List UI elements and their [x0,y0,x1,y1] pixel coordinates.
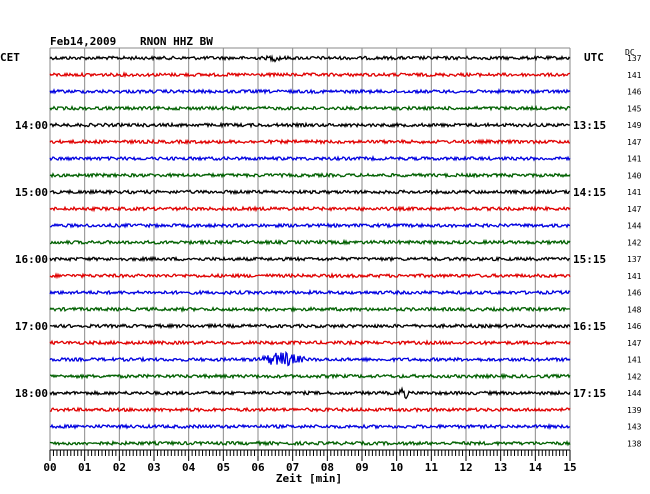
axis-labels: 00 01 02 03 04 05 06 07 08 09 10 11 12 13 14 15 137 141 14… [15,54,642,474]
trace-row [49,71,571,79]
dc-value: 139 [627,406,642,415]
trace-row [49,339,571,347]
x-tick-label: 07 [286,461,299,474]
x-tick-label: 06 [251,461,265,474]
x-tick-label: 03 [147,461,160,474]
dc-value: 141 [627,155,642,164]
trace-row [49,422,571,431]
x-tick-label: 09 [355,461,368,474]
x-tick-label: 13 [494,461,507,474]
dc-value: 141 [627,71,642,80]
dc-header-label: DC [625,48,635,57]
dc-value: 141 [627,272,642,281]
trace-row [49,372,571,380]
hour-label-left: 14:00 [15,119,48,132]
hour-label-left: 15:00 [15,186,48,199]
hour-label-right: 17:15 [573,387,606,400]
dc-value: 144 [627,389,642,398]
hour-label-left: 17:00 [15,320,48,333]
header-date: Feb14,2009 [50,35,116,48]
dc-value: 146 [627,322,642,331]
trace-row [49,322,571,330]
dc-value: 140 [627,171,642,180]
dc-value: 137 [627,54,642,63]
hour-label-left: 16:00 [15,253,48,266]
right-timezone-label: UTC [584,51,604,64]
trace-row [49,138,571,146]
trace-row [49,104,571,112]
trace-row [49,406,571,414]
x-tick-label: 01 [78,461,92,474]
x-tick-label: 05 [217,461,230,474]
dc-value: 146 [627,88,642,97]
dc-value: 146 [627,289,642,298]
x-tick-label: 15 [563,461,576,474]
trace-row [49,238,571,246]
dc-value: 137 [627,255,642,264]
x-tick-label: 12 [459,461,472,474]
dc-value: 149 [627,121,642,130]
dc-value: 147 [627,205,642,214]
dc-value: 142 [627,372,642,381]
trace-row [49,205,571,213]
x-axis-label: Zeit [min] [276,472,342,485]
seismic-traces [49,54,571,447]
dc-value: 141 [627,188,642,197]
trace-row [49,222,571,229]
trace-row [49,171,571,179]
x-tick-label: 10 [390,461,403,474]
left-timezone-label: CET [0,51,20,64]
dc-value: 138 [627,439,642,448]
trace-row [49,88,571,95]
dc-value: 141 [627,356,642,365]
dc-value: 143 [627,423,642,432]
x-tick-label: 11 [425,461,439,474]
dc-value: 147 [627,339,642,348]
x-tick-label: 14 [529,461,543,474]
grid [49,47,571,461]
x-tick-label: 08 [321,461,334,474]
dc-value: 142 [627,238,642,247]
hour-label-right: 15:15 [573,253,606,266]
trace-row [49,272,571,280]
trace-row [49,121,571,129]
trace-row [49,386,571,400]
trace-row [49,350,571,367]
x-tick-label: 04 [182,461,196,474]
hour-label-right: 16:15 [573,320,606,333]
hour-label-right: 13:15 [573,119,606,132]
trace-row [49,439,571,447]
dc-value: 148 [627,305,642,314]
trace-row [49,305,571,313]
x-tick-label: 00 [43,461,56,474]
trace-row [49,155,571,162]
x-tick-label: 02 [113,461,126,474]
dc-value: 145 [627,104,642,113]
dc-value: 147 [627,138,642,147]
trace-row [49,188,571,196]
hour-label-left: 18:00 [15,387,48,400]
header-station: RNON HHZ BW [140,35,213,48]
trace-row [49,255,571,263]
trace-row [49,288,571,296]
dc-value: 144 [627,222,642,231]
hour-label-right: 14:15 [573,186,606,199]
trace-row [49,54,571,63]
